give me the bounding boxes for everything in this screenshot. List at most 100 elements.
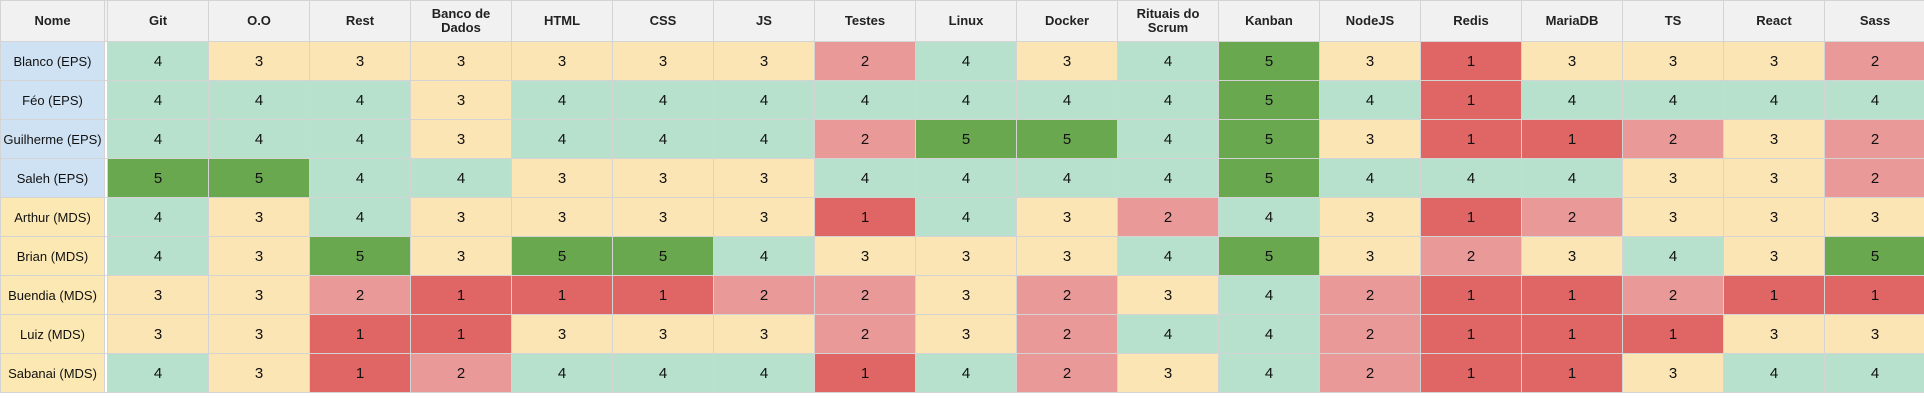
score-cell[interactable]: 4 — [612, 80, 714, 120]
score-cell[interactable]: 2 — [1319, 314, 1421, 354]
column-header-o-o[interactable]: O.O — [208, 0, 310, 42]
score-cell[interactable]: 3 — [1723, 41, 1825, 81]
score-cell[interactable]: 4 — [107, 119, 209, 159]
score-cell[interactable]: 4 — [713, 119, 815, 159]
score-cell[interactable]: 4 — [612, 353, 714, 393]
score-cell[interactable]: 1 — [1521, 119, 1623, 159]
score-cell[interactable]: 3 — [915, 236, 1017, 276]
score-cell[interactable]: 4 — [915, 41, 1017, 81]
score-cell[interactable]: 4 — [915, 158, 1017, 198]
score-cell[interactable]: 2 — [1016, 353, 1118, 393]
score-cell[interactable]: 4 — [309, 80, 411, 120]
score-cell[interactable]: 3 — [612, 197, 714, 237]
score-cell[interactable]: 3 — [107, 314, 209, 354]
score-cell[interactable]: 2 — [1824, 119, 1924, 159]
score-cell[interactable]: 3 — [511, 314, 613, 354]
score-cell[interactable]: 3 — [1016, 41, 1118, 81]
score-cell[interactable]: 4 — [713, 236, 815, 276]
score-cell[interactable]: 5 — [1218, 41, 1320, 81]
score-cell[interactable]: 5 — [1218, 158, 1320, 198]
score-cell[interactable]: 2 — [309, 275, 411, 315]
column-header-react[interactable]: React — [1723, 0, 1825, 42]
row-name-cell[interactable]: Féo (EPS) — [0, 80, 105, 120]
score-cell[interactable]: 3 — [1521, 236, 1623, 276]
score-cell[interactable]: 4 — [511, 119, 613, 159]
row-name-cell[interactable]: Luiz (MDS) — [0, 314, 105, 354]
row-name-cell[interactable]: Saleh (EPS) — [0, 158, 105, 198]
row-name-cell[interactable]: Buendia (MDS) — [0, 275, 105, 315]
row-name-cell[interactable]: Sabanai (MDS) — [0, 353, 105, 393]
score-cell[interactable]: 3 — [1622, 41, 1724, 81]
score-cell[interactable]: 3 — [410, 197, 512, 237]
score-cell[interactable]: 5 — [612, 236, 714, 276]
score-cell[interactable]: 3 — [612, 314, 714, 354]
score-cell[interactable]: 4 — [1218, 314, 1320, 354]
column-header-redis[interactable]: Redis — [1420, 0, 1522, 42]
score-cell[interactable]: 4 — [713, 80, 815, 120]
score-cell[interactable]: 4 — [915, 197, 1017, 237]
score-cell[interactable]: 5 — [1218, 236, 1320, 276]
score-cell[interactable]: 5 — [107, 158, 209, 198]
score-cell[interactable]: 5 — [1218, 119, 1320, 159]
score-cell[interactable]: 3 — [511, 197, 613, 237]
score-cell[interactable]: 4 — [1218, 275, 1320, 315]
score-cell[interactable]: 1 — [1420, 314, 1522, 354]
score-cell[interactable]: 3 — [1723, 314, 1825, 354]
column-header-css[interactable]: CSS — [612, 0, 714, 42]
score-cell[interactable]: 3 — [713, 41, 815, 81]
score-cell[interactable]: 2 — [1319, 353, 1421, 393]
score-cell[interactable]: 4 — [1218, 353, 1320, 393]
score-cell[interactable]: 3 — [612, 41, 714, 81]
score-cell[interactable]: 3 — [1117, 353, 1219, 393]
score-cell[interactable]: 1 — [410, 314, 512, 354]
column-header-sass[interactable]: Sass — [1824, 0, 1924, 42]
score-cell[interactable]: 4 — [1117, 41, 1219, 81]
score-cell[interactable]: 3 — [208, 314, 310, 354]
score-cell[interactable]: 4 — [1016, 80, 1118, 120]
score-cell[interactable]: 3 — [511, 158, 613, 198]
score-cell[interactable]: 4 — [208, 119, 310, 159]
column-header-name[interactable]: Nome — [0, 0, 105, 42]
column-header-testes[interactable]: Testes — [814, 0, 916, 42]
score-cell[interactable]: 3 — [1723, 119, 1825, 159]
column-header-js[interactable]: JS — [713, 0, 815, 42]
score-cell[interactable]: 2 — [1824, 158, 1924, 198]
column-header-nodejs[interactable]: NodeJS — [1319, 0, 1421, 42]
score-cell[interactable]: 2 — [1521, 197, 1623, 237]
score-cell[interactable]: 5 — [1218, 80, 1320, 120]
score-cell[interactable]: 2 — [1319, 275, 1421, 315]
score-cell[interactable]: 4 — [107, 197, 209, 237]
score-cell[interactable]: 3 — [1622, 158, 1724, 198]
column-header-git[interactable]: Git — [107, 0, 209, 42]
row-name-cell[interactable]: Blanco (EPS) — [0, 41, 105, 81]
row-name-cell[interactable]: Arthur (MDS) — [0, 197, 105, 237]
score-cell[interactable]: 3 — [713, 158, 815, 198]
score-cell[interactable]: 4 — [208, 80, 310, 120]
score-cell[interactable]: 1 — [410, 275, 512, 315]
score-cell[interactable]: 2 — [1016, 275, 1118, 315]
score-cell[interactable]: 1 — [309, 314, 411, 354]
score-cell[interactable]: 3 — [410, 119, 512, 159]
score-cell[interactable]: 5 — [1824, 236, 1924, 276]
score-cell[interactable]: 2 — [814, 119, 916, 159]
score-cell[interactable]: 3 — [208, 236, 310, 276]
score-cell[interactable]: 3 — [208, 41, 310, 81]
column-header-rest[interactable]: Rest — [309, 0, 411, 42]
score-cell[interactable]: 4 — [612, 119, 714, 159]
score-cell[interactable]: 3 — [208, 275, 310, 315]
score-cell[interactable]: 4 — [1117, 236, 1219, 276]
score-cell[interactable]: 1 — [1622, 314, 1724, 354]
score-cell[interactable]: 4 — [309, 197, 411, 237]
score-cell[interactable]: 4 — [1117, 119, 1219, 159]
score-cell[interactable]: 3 — [410, 80, 512, 120]
score-cell[interactable]: 4 — [107, 353, 209, 393]
score-cell[interactable]: 3 — [814, 236, 916, 276]
score-cell[interactable]: 3 — [1319, 236, 1421, 276]
score-cell[interactable]: 4 — [1723, 353, 1825, 393]
score-cell[interactable]: 4 — [511, 80, 613, 120]
score-cell[interactable]: 4 — [1622, 236, 1724, 276]
score-cell[interactable]: 1 — [1723, 275, 1825, 315]
score-cell[interactable]: 3 — [915, 275, 1017, 315]
score-cell[interactable]: 3 — [1016, 236, 1118, 276]
score-cell[interactable]: 4 — [511, 353, 613, 393]
